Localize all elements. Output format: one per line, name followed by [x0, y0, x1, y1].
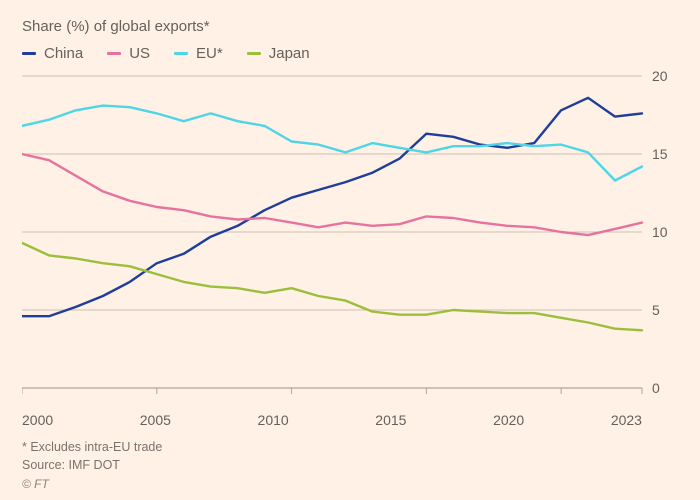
svg-text:20: 20 — [652, 68, 668, 84]
legend-swatch — [22, 52, 36, 55]
chart-plot: 0 5 10 15 20 — [22, 68, 678, 408]
chart-svg: 0 5 10 15 20 — [22, 68, 678, 408]
copyright-text: © FT — [22, 476, 678, 493]
legend-swatch — [107, 52, 121, 55]
legend-swatch — [174, 52, 188, 55]
series-line-japan — [22, 243, 642, 330]
x-tick-label: 2000 — [22, 412, 53, 428]
source-text: Source: IMF DOT — [22, 456, 678, 474]
legend-item-japan: Japan — [247, 45, 310, 62]
svg-text:15: 15 — [652, 146, 668, 162]
x-tick-label: 2020 — [493, 412, 524, 428]
legend-label: US — [129, 45, 150, 62]
svg-text:10: 10 — [652, 224, 668, 240]
legend-label: Japan — [269, 45, 310, 62]
legend: China US EU* Japan — [22, 45, 678, 62]
x-axis-labels: 2000 2005 2010 2015 2020 2023 — [22, 412, 642, 428]
footnote-text: * Excludes intra-EU trade — [22, 438, 678, 456]
series-line-us — [22, 154, 642, 235]
svg-text:0: 0 — [652, 380, 660, 396]
legend-label: China — [44, 45, 83, 62]
chart-subtitle: Share (%) of global exports* — [22, 18, 678, 35]
x-tick-label: 2010 — [258, 412, 289, 428]
series-line-eu — [22, 106, 642, 181]
legend-item-china: China — [22, 45, 83, 62]
legend-swatch — [247, 52, 261, 55]
legend-label: EU* — [196, 45, 223, 62]
legend-item-eu: EU* — [174, 45, 223, 62]
x-tick-label: 2015 — [375, 412, 406, 428]
series-line-china — [22, 98, 642, 316]
x-tick-label: 2005 — [140, 412, 171, 428]
svg-text:5: 5 — [652, 302, 660, 318]
legend-item-us: US — [107, 45, 150, 62]
footnotes: * Excludes intra-EU trade Source: IMF DO… — [22, 438, 678, 494]
chart-container: Share (%) of global exports* China US EU… — [0, 0, 700, 500]
x-tick-label: 2023 — [611, 412, 642, 428]
